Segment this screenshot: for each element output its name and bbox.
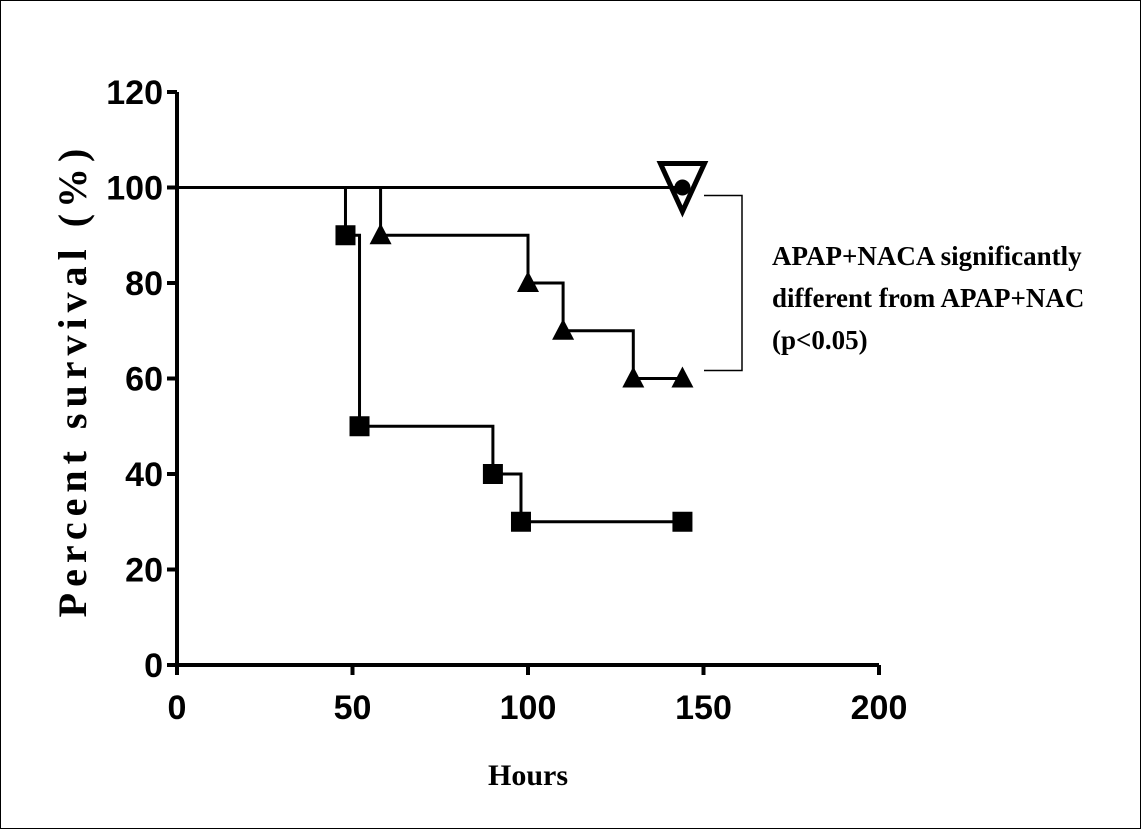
- triangle-down-marker: [656, 161, 709, 218]
- square-marker: [672, 511, 693, 532]
- series-line: [177, 186, 683, 380]
- annotation-text-line: different from APAP+NAC: [772, 283, 1084, 313]
- y-axis-title: Percent survival (%): [50, 143, 95, 618]
- series-triangle-up: [177, 186, 694, 388]
- y-tick-label: 100: [106, 170, 163, 208]
- triangle-up-marker: [671, 366, 694, 388]
- x-axis-title: Hours: [488, 759, 568, 792]
- triangle-up-marker: [552, 318, 575, 340]
- x-tick-label: 150: [675, 689, 732, 727]
- y-tick-label: 20: [125, 552, 163, 590]
- x-tick-label: 200: [851, 689, 908, 727]
- series-line: [177, 186, 683, 524]
- y-tick-label: 60: [125, 361, 163, 399]
- y-tick-label: 40: [125, 456, 163, 494]
- square-marker: [510, 511, 531, 532]
- axes: 0 20 40 60 80 100 120 0 50 100 150 200: [106, 74, 907, 727]
- annotation-text-line: APAP+NACA significantly: [772, 241, 1082, 271]
- annotation-text-line: (p<0.05): [772, 325, 868, 355]
- x-tick-label: 100: [500, 689, 557, 727]
- triangle-up-marker: [622, 366, 645, 388]
- square-marker: [349, 416, 370, 437]
- series-square: [177, 186, 693, 532]
- triangle-up-marker: [369, 223, 392, 245]
- x-tick-label: 0: [168, 689, 187, 727]
- y-tick-label: 0: [144, 647, 163, 685]
- x-tick-label: 50: [334, 689, 372, 727]
- annotation-layer: APAP+NACA significantly different from AP…: [704, 194, 1084, 372]
- triangle-up-marker: [517, 271, 539, 292]
- square-marker: [482, 464, 503, 484]
- y-tick-label: 120: [106, 74, 163, 112]
- series-triangle-down: [177, 161, 709, 218]
- square-marker: [335, 225, 356, 246]
- y-tick-label: 80: [125, 265, 163, 303]
- significance-bracket: [704, 194, 743, 372]
- series-layer: [177, 161, 709, 532]
